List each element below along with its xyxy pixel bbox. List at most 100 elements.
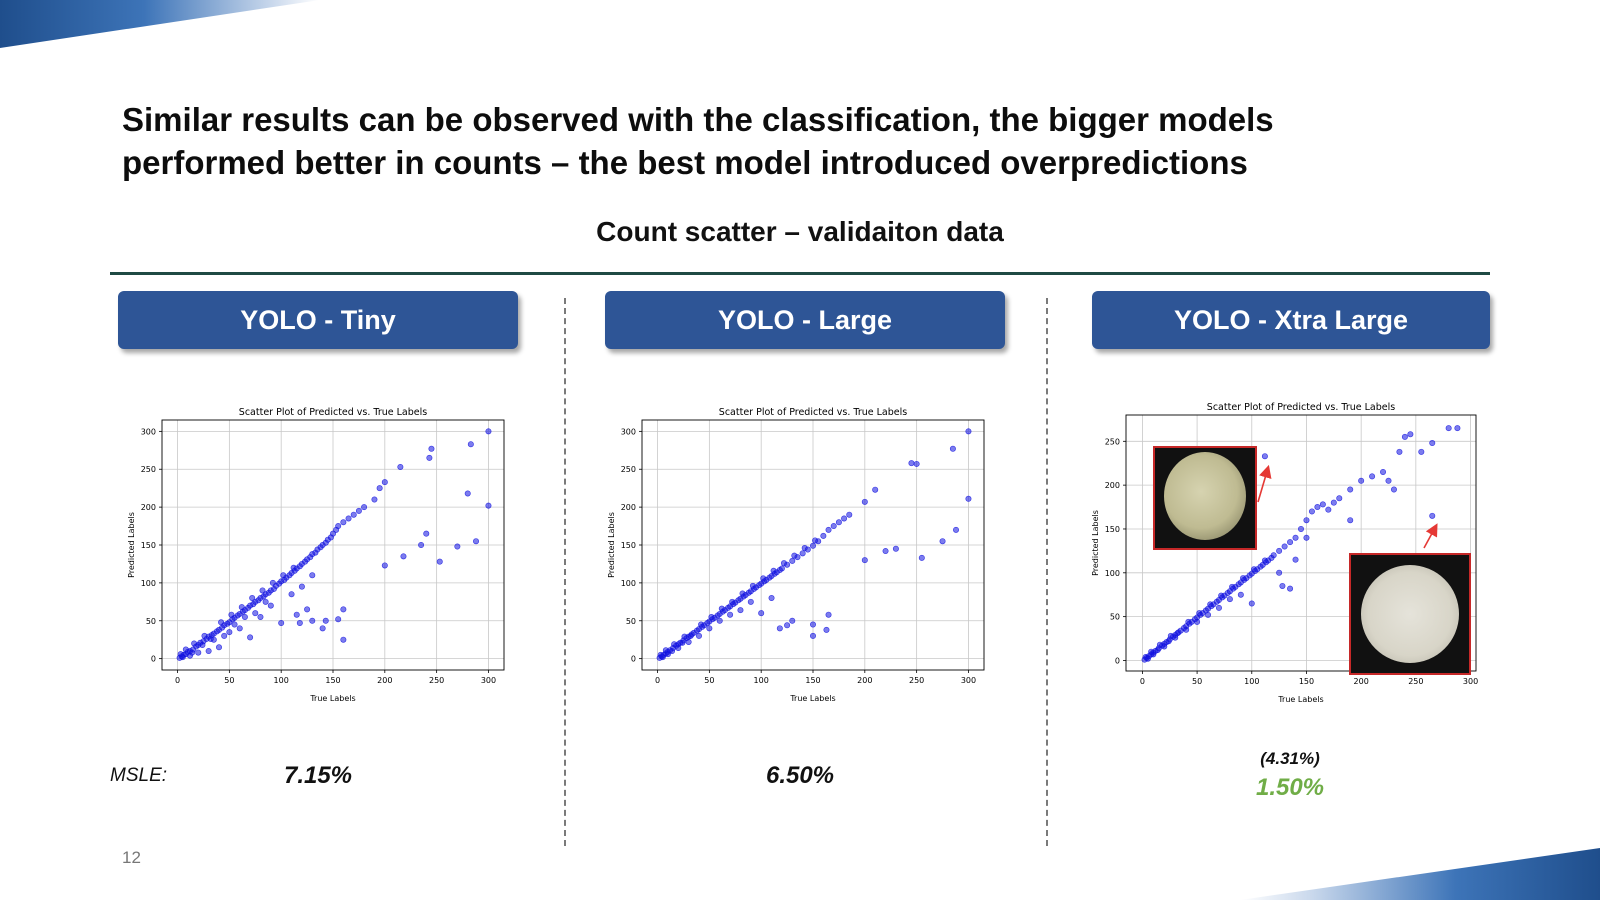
x-tick-label: 250 bbox=[429, 676, 444, 685]
data-point bbox=[216, 644, 223, 651]
data-point bbox=[778, 565, 785, 572]
data-point bbox=[335, 523, 342, 530]
scatter-svg: 0 50 100 150 200 250 300 0 50 100 150 200 250 300 Scat… bbox=[607, 407, 985, 703]
y-tick-label: 100 bbox=[141, 579, 156, 588]
data-point bbox=[278, 620, 285, 627]
data-point bbox=[1167, 632, 1174, 639]
data-point bbox=[830, 523, 837, 530]
data-point bbox=[191, 640, 198, 647]
metric-sub-xtra-large: (4.31%) bbox=[1260, 749, 1320, 768]
y-tick-label: 0 bbox=[1115, 656, 1120, 665]
data-point bbox=[330, 530, 337, 537]
data-point bbox=[350, 511, 357, 518]
data-point bbox=[1369, 473, 1376, 480]
y-tick-label: 0 bbox=[631, 655, 636, 664]
data-point bbox=[780, 560, 787, 567]
data-point bbox=[226, 629, 233, 636]
data-point bbox=[355, 507, 362, 514]
data-point bbox=[718, 605, 725, 612]
data-point bbox=[1347, 486, 1354, 493]
data-point bbox=[218, 619, 225, 626]
data-point bbox=[739, 590, 746, 597]
data-point bbox=[309, 572, 316, 579]
y-tick-label: 150 bbox=[141, 541, 156, 550]
data-point bbox=[1261, 557, 1268, 564]
data-point bbox=[685, 638, 692, 645]
data-point bbox=[727, 611, 734, 618]
data-point bbox=[1240, 575, 1247, 582]
data-point bbox=[939, 538, 946, 545]
x-axis-label: True Labels bbox=[1277, 695, 1323, 704]
data-point bbox=[1418, 448, 1425, 455]
data-point bbox=[485, 428, 492, 435]
data-point bbox=[340, 519, 347, 526]
data-point bbox=[1142, 653, 1149, 660]
arrow-to-outlier-2 bbox=[1423, 523, 1438, 549]
data-point bbox=[760, 575, 767, 582]
data-point bbox=[784, 622, 791, 629]
data-point bbox=[698, 621, 705, 628]
msle-label: MSLE: bbox=[110, 765, 168, 786]
data-point bbox=[841, 515, 848, 522]
data-point bbox=[1445, 425, 1452, 432]
data-point bbox=[1148, 648, 1155, 655]
data-point bbox=[423, 530, 430, 537]
data-point bbox=[801, 545, 808, 552]
data-point bbox=[1292, 534, 1299, 541]
x-tick-label: 250 bbox=[909, 676, 924, 685]
data-point bbox=[205, 648, 212, 655]
data-point bbox=[247, 634, 254, 641]
y-tick-label: 200 bbox=[141, 503, 156, 512]
data-point bbox=[381, 479, 388, 486]
data-point bbox=[1218, 592, 1225, 599]
data-point bbox=[296, 620, 303, 627]
data-point bbox=[1237, 591, 1244, 598]
data-point bbox=[1287, 585, 1294, 592]
data-point bbox=[309, 617, 316, 624]
data-point bbox=[340, 636, 347, 643]
petri-dish-photo-1 bbox=[1153, 446, 1257, 550]
data-point bbox=[1390, 486, 1397, 493]
slide-title-line-1: Similar results can be observed with the… bbox=[122, 101, 1274, 138]
y-tick-label: 50 bbox=[626, 617, 636, 626]
data-point bbox=[825, 526, 832, 533]
x-tick-label: 300 bbox=[961, 676, 976, 685]
y-tick-label: 100 bbox=[621, 579, 636, 588]
scatter-plot-tiny: 0 50 100 150 200 250 300 0 50 100 150 200 250 300 Scat… bbox=[122, 402, 512, 704]
column-divider-1 bbox=[564, 298, 566, 846]
data-point bbox=[376, 485, 383, 492]
data-point bbox=[861, 557, 868, 564]
data-point bbox=[1250, 566, 1257, 573]
data-point bbox=[467, 441, 474, 448]
x-tick-label: 300 bbox=[1463, 677, 1478, 686]
data-point bbox=[1429, 512, 1436, 519]
x-axis-label: True Labels bbox=[789, 694, 835, 703]
data-point bbox=[231, 621, 238, 628]
data-point bbox=[687, 632, 694, 639]
data-point bbox=[799, 550, 806, 557]
data-point bbox=[835, 519, 842, 526]
metric-xtra-large: 1.50% bbox=[1255, 774, 1325, 801]
data-point bbox=[371, 496, 378, 503]
model-header-tiny: YOLO - Tiny bbox=[118, 291, 518, 349]
data-point bbox=[882, 548, 889, 555]
x-tick-label: 0 bbox=[175, 676, 180, 685]
data-point bbox=[1276, 569, 1283, 576]
data-point bbox=[716, 617, 723, 624]
data-point bbox=[1380, 468, 1387, 475]
data-point bbox=[195, 649, 202, 656]
x-tick-label: 150 bbox=[1299, 677, 1314, 686]
data-point bbox=[846, 511, 853, 518]
data-point bbox=[361, 504, 368, 511]
y-axis-label: Predicted Labels bbox=[607, 512, 616, 578]
data-point bbox=[1156, 641, 1163, 648]
data-point bbox=[252, 610, 259, 617]
data-point bbox=[1207, 601, 1214, 608]
data-point bbox=[269, 579, 276, 586]
y-tick-label: 200 bbox=[1105, 481, 1120, 490]
y-tick-label: 250 bbox=[621, 465, 636, 474]
x-tick-label: 200 bbox=[857, 676, 872, 685]
data-point bbox=[241, 613, 248, 620]
data-point bbox=[267, 602, 274, 609]
